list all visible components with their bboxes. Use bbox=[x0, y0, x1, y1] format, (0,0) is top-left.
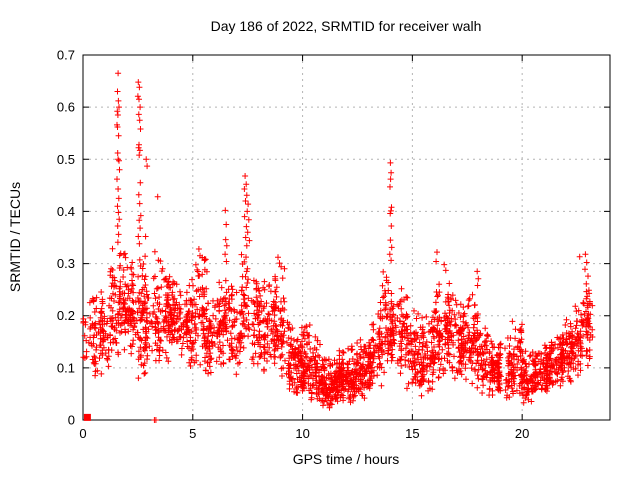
y-tick-label: 0 bbox=[68, 413, 75, 428]
plot-border bbox=[82, 54, 611, 421]
tick-marks bbox=[82, 54, 610, 421]
x-tick-label: 0 bbox=[79, 426, 86, 441]
y-tick-label: 0.7 bbox=[57, 48, 75, 63]
scatter-points bbox=[80, 70, 596, 423]
chart-title: Day 186 of 2022, SRMTID for receiver wal… bbox=[211, 18, 482, 34]
origin-square-marker bbox=[83, 413, 91, 421]
y-tick-label: 0.6 bbox=[57, 100, 75, 115]
x-axis-label: GPS time / hours bbox=[293, 451, 400, 467]
x-tick-label: 10 bbox=[295, 426, 309, 441]
x-tick-label: 20 bbox=[515, 426, 529, 441]
x-tick-label: 15 bbox=[405, 426, 419, 441]
y-tick-label: 0.5 bbox=[57, 152, 75, 167]
y-tick-label: 0.3 bbox=[57, 256, 75, 271]
x-tick-label: 5 bbox=[189, 426, 196, 441]
y-axis-label: SRMTID / TECUs bbox=[7, 182, 23, 292]
y-tick-label: 0.4 bbox=[57, 204, 75, 219]
y-tick-label: 0.1 bbox=[57, 360, 75, 375]
y-tick-label: 0.2 bbox=[57, 308, 75, 323]
